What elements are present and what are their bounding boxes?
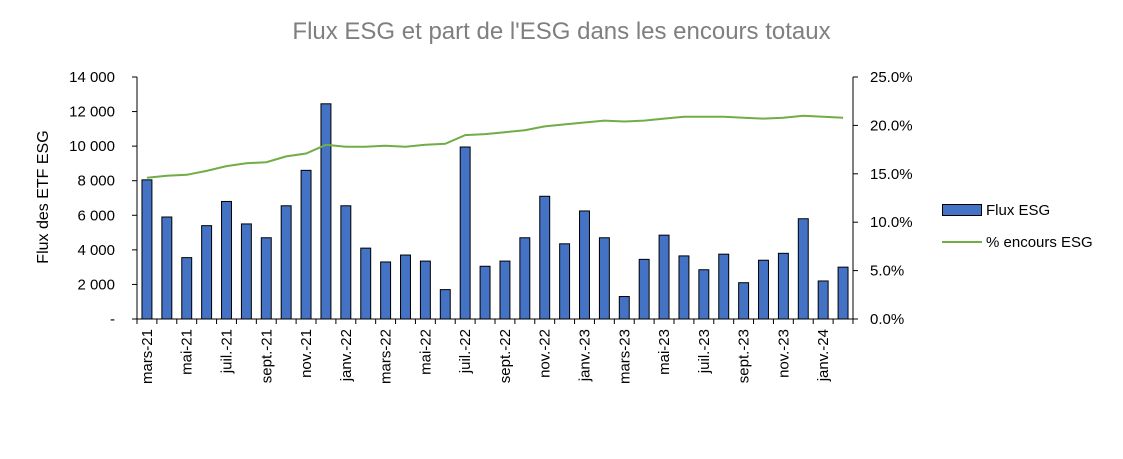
bar <box>459 146 471 320</box>
bar <box>678 255 690 320</box>
bar <box>638 258 650 320</box>
bar <box>201 225 213 320</box>
legend-item-line: % encours ESG <box>942 232 1093 252</box>
bar <box>161 216 173 320</box>
y2-tick-label: 10.0% <box>870 214 913 231</box>
legend-label-line: % encours ESG <box>986 233 1093 251</box>
bar <box>539 195 551 320</box>
bar <box>598 237 610 320</box>
bar <box>340 205 352 320</box>
x-tick-label: mai-23 <box>656 329 673 375</box>
y-tick-label: 2 000 <box>77 276 115 293</box>
y-tick-label: 12 000 <box>69 104 115 121</box>
line-series-encours <box>146 114 844 179</box>
chart-title: Flux ESG et part de l'ESG dans les encou… <box>292 18 831 45</box>
bar <box>499 260 511 320</box>
x-tick-label: juil.-23 <box>696 329 713 374</box>
bar <box>718 253 730 320</box>
y2-tick-label: 25.0% <box>870 69 913 86</box>
y-tick-label: 10 000 <box>69 138 115 155</box>
x-tick-label: mai-21 <box>179 329 196 375</box>
bar <box>380 261 392 320</box>
x-tick-label: janv.-24 <box>815 329 832 382</box>
x-tick-label: sept.-23 <box>736 329 753 383</box>
y-tick-label: - <box>110 311 115 328</box>
bar <box>300 169 312 320</box>
legend-item-bars: Flux ESG <box>942 200 1093 220</box>
bar <box>519 237 531 320</box>
y-tick-label: 8 000 <box>77 173 115 190</box>
x-tick-label: sept.-22 <box>497 329 514 383</box>
x-tick-label: mai-22 <box>417 329 434 375</box>
bar <box>360 247 372 320</box>
legend-label-bars: Flux ESG <box>986 201 1051 219</box>
bar <box>479 265 491 320</box>
bar <box>181 257 193 320</box>
x-tick-label: janv.-23 <box>577 329 594 382</box>
x-tick-label: nov.-22 <box>537 329 554 378</box>
bar <box>260 237 272 320</box>
x-tick-label: sept.-21 <box>258 329 275 383</box>
legend-swatch-bar <box>942 204 982 216</box>
x-tick-label: nov.-23 <box>775 329 792 378</box>
bar <box>817 280 829 320</box>
bar <box>400 254 411 320</box>
y2-tick-label: 5.0% <box>870 263 904 280</box>
bar <box>280 205 292 320</box>
bar <box>797 218 809 320</box>
x-tick-label: mars-21 <box>139 329 156 384</box>
bar <box>240 223 252 320</box>
x-tick-label: nov.-21 <box>298 329 315 378</box>
legend: Flux ESG % encours ESG <box>942 200 1093 264</box>
y2-tick-label: 0.0% <box>870 311 904 328</box>
bar <box>698 269 710 320</box>
y2-tick-label: 20.0% <box>870 117 913 134</box>
bar <box>579 210 590 320</box>
bar <box>658 234 670 320</box>
y-tick-label: 4 000 <box>77 242 115 259</box>
y-tick-label: 14 000 <box>69 69 115 86</box>
x-tick-label: janv.-22 <box>338 329 355 382</box>
bar <box>439 289 451 320</box>
x-tick-label: mars-22 <box>378 329 395 384</box>
y-tick-label: 6 000 <box>77 207 115 224</box>
bar <box>419 260 431 320</box>
y2-tick-label: 15.0% <box>870 166 913 183</box>
legend-swatch-line <box>942 241 982 243</box>
x-tick-label: juil.-22 <box>457 329 474 374</box>
bar <box>221 200 232 320</box>
bar <box>758 259 769 320</box>
bar <box>738 282 750 320</box>
bar <box>837 266 849 320</box>
bar <box>141 179 153 320</box>
x-tick-label: juil.-21 <box>219 329 236 374</box>
x-tick-label: mars-23 <box>616 329 633 384</box>
bar <box>559 243 571 320</box>
bar <box>777 252 789 320</box>
bar <box>618 296 630 320</box>
bar <box>320 103 332 320</box>
